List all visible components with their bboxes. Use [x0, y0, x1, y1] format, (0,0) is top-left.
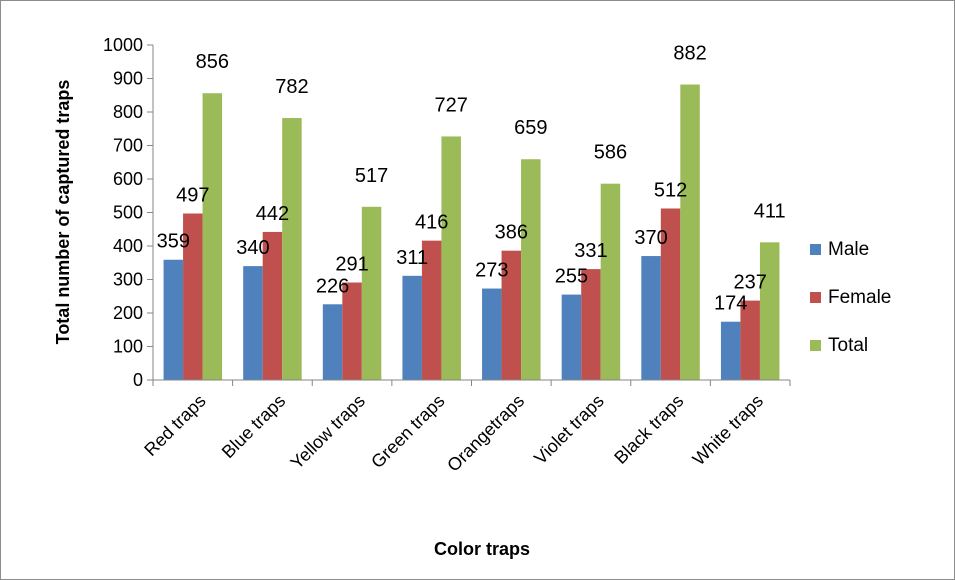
- bar-male: [720, 321, 741, 380]
- data-label-total: 882: [673, 43, 706, 65]
- y-tick-label: 100: [113, 337, 143, 357]
- legend-label-male: Male: [828, 239, 869, 260]
- data-label-female: 416: [415, 212, 448, 234]
- x-tick-label: Green traps: [367, 391, 448, 472]
- y-tick-label: 1000: [103, 35, 143, 55]
- bar-total: [521, 159, 541, 380]
- bar-male: [402, 275, 422, 380]
- legend-swatch-total: [810, 340, 821, 351]
- bar-male: [243, 266, 263, 380]
- data-label-male: 340: [236, 237, 269, 259]
- bar-female: [262, 231, 283, 380]
- bar-female: [342, 282, 362, 380]
- bar-total: [680, 84, 700, 380]
- bar-female: [740, 300, 760, 380]
- x-tick-label: Red traps: [140, 391, 209, 460]
- y-tick-label: 500: [113, 203, 143, 223]
- data-label-male: 311: [396, 247, 428, 269]
- bar-total: [600, 183, 621, 380]
- y-axis-title: Total number of captured traps: [53, 80, 73, 345]
- data-label-female: 512: [654, 179, 687, 201]
- x-tick-label: Yellow traps: [287, 391, 369, 473]
- bar-total: [202, 93, 223, 381]
- x-tick-label: Violet traps: [530, 391, 608, 469]
- y-tick-label: 400: [113, 236, 143, 256]
- data-label-male: 273: [475, 260, 508, 282]
- data-label-male: 359: [157, 231, 190, 253]
- y-tick-label: 700: [113, 136, 143, 156]
- bars: [163, 84, 780, 381]
- data-label-male: 370: [634, 227, 667, 249]
- data-label-total: 517: [355, 165, 388, 187]
- bar-female: [660, 208, 681, 380]
- data-label-total: 856: [196, 51, 229, 73]
- bar-male: [322, 304, 343, 380]
- y-axis-ticks: 0 100 200 300 400 500 600 700 800 900 1000: [103, 35, 153, 390]
- data-label-total: 586: [594, 142, 627, 164]
- x-tick-label: White traps: [689, 391, 768, 470]
- x-axis-title: Color traps: [434, 539, 530, 559]
- data-label-female: 291: [335, 254, 368, 276]
- x-tick-label: Black traps: [610, 391, 687, 468]
- bar-male: [561, 294, 582, 380]
- y-tick-label: 800: [113, 102, 143, 122]
- y-tick-label: 600: [113, 169, 143, 189]
- bar-total: [282, 118, 302, 380]
- bar-total: [759, 242, 780, 380]
- data-label-total: 411: [754, 200, 786, 222]
- x-tick-label: Blue traps: [218, 391, 289, 462]
- bar-female: [183, 213, 203, 380]
- data-label-total: 659: [514, 117, 547, 139]
- legend-label-total: Total: [828, 335, 868, 356]
- data-label-total: 782: [275, 76, 308, 98]
- bar-total: [361, 206, 382, 380]
- data-label-male: 226: [316, 275, 349, 297]
- x-tick-label: Orangetraps: [443, 391, 528, 476]
- data-label-female: 497: [176, 185, 209, 207]
- legend-label-female: Female: [828, 287, 891, 308]
- bar-female: [501, 250, 522, 380]
- data-label-female: 442: [256, 203, 289, 225]
- y-tick-label: 0: [133, 370, 143, 390]
- data-label-female: 331: [574, 240, 607, 262]
- legend: Male Female Total: [810, 239, 891, 356]
- data-label-female: 386: [495, 222, 528, 244]
- legend-swatch-male: [810, 244, 821, 255]
- y-tick-label: 300: [113, 270, 143, 290]
- data-label-total: 727: [435, 94, 468, 116]
- bar-male: [163, 259, 184, 380]
- y-tick-label: 200: [113, 303, 143, 323]
- bar-total: [441, 136, 461, 380]
- legend-swatch-female: [810, 292, 821, 303]
- bar-female: [581, 269, 601, 380]
- data-label-female: 237: [734, 272, 767, 294]
- data-label-male: 255: [555, 266, 588, 288]
- data-label-male: 174: [714, 293, 747, 315]
- bar-female: [421, 240, 442, 380]
- y-tick-label: 900: [113, 69, 143, 89]
- bar-male: [641, 256, 661, 380]
- bar-male: [482, 288, 502, 380]
